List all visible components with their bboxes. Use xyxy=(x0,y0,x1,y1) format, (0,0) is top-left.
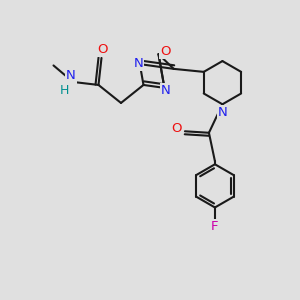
Text: N: N xyxy=(218,106,228,119)
Text: N: N xyxy=(134,57,143,70)
Text: O: O xyxy=(160,45,170,58)
Text: H: H xyxy=(60,84,69,97)
Text: N: N xyxy=(66,69,76,82)
Text: F: F xyxy=(211,220,219,232)
Text: O: O xyxy=(171,122,182,135)
Text: N: N xyxy=(161,84,171,97)
Text: O: O xyxy=(97,43,107,56)
